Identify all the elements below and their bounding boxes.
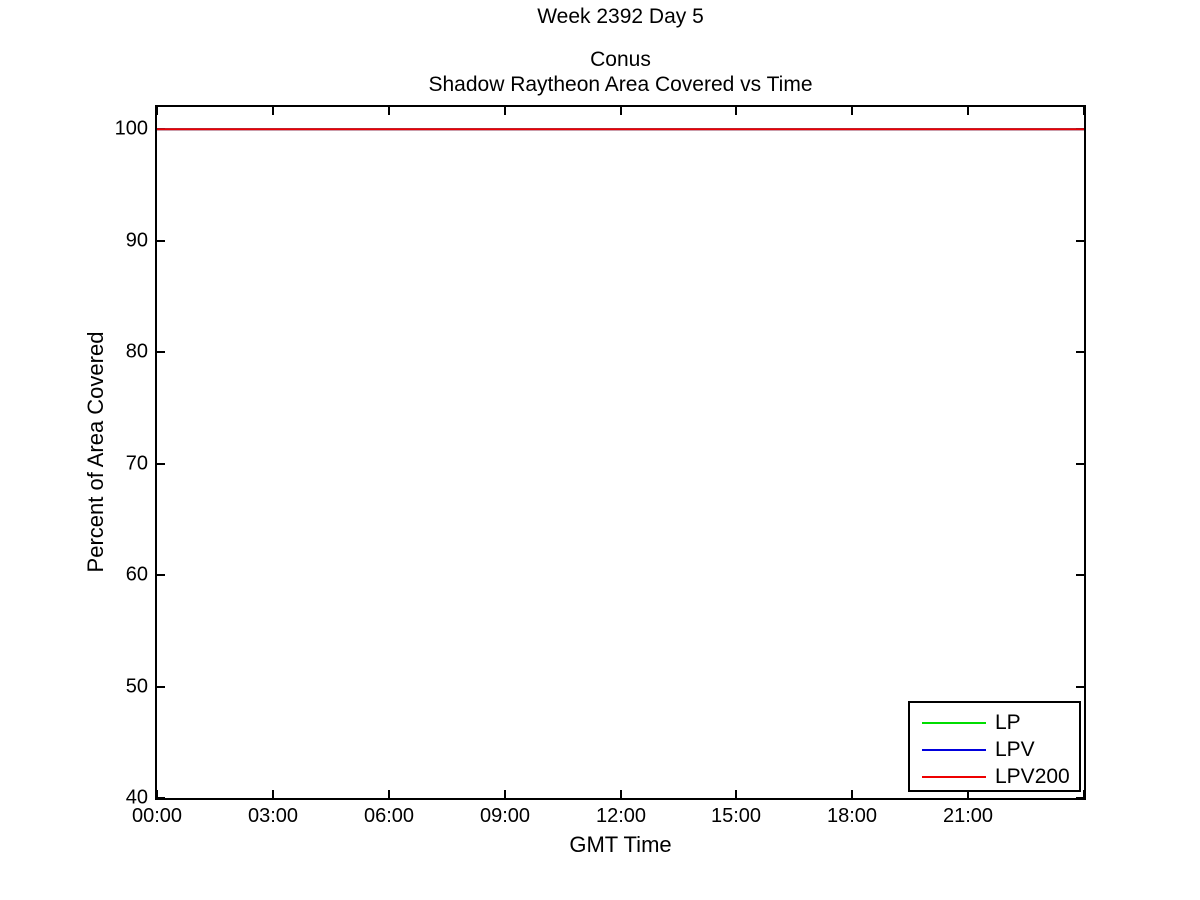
x-tick-mark-top <box>272 107 274 115</box>
y-tick-mark <box>157 351 165 353</box>
x-tick-mark-top <box>504 107 506 115</box>
x-tick-mark <box>388 790 390 798</box>
y-tick-mark <box>157 686 165 688</box>
x-tick-mark-top <box>851 107 853 115</box>
x-tick-mark <box>735 790 737 798</box>
legend-line-sample <box>922 748 986 751</box>
x-tick-label: 03:00 <box>247 805 299 827</box>
chart-title-line-1: Conus <box>590 48 651 71</box>
y-tick-mark-right <box>1076 463 1084 465</box>
y-tick-mark <box>157 574 165 576</box>
x-tick-label: 12:00 <box>595 805 647 827</box>
figure-suptitle: Week 2392 Day 5 <box>537 5 704 28</box>
x-tick-label: 09:00 <box>479 805 531 827</box>
legend-line-sample <box>922 721 986 724</box>
y-tick-label: 40 <box>125 786 148 809</box>
y-tick-label: 90 <box>125 229 148 252</box>
chart-title-line-2: Shadow Raytheon Area Covered vs Time <box>428 73 813 96</box>
x-tick-mark-top <box>735 107 737 115</box>
legend-label: LPV <box>995 738 1035 761</box>
legend-line-sample <box>922 775 986 778</box>
x-tick-mark <box>156 790 158 798</box>
x-tick-mark-top <box>156 107 158 115</box>
x-tick-mark-top <box>620 107 622 115</box>
x-tick-mark <box>967 790 969 798</box>
legend-item: LPV200 <box>910 763 1079 790</box>
legend-item: LPV <box>910 736 1079 763</box>
y-tick-mark-right <box>1076 240 1084 242</box>
y-tick-label: 80 <box>125 340 148 363</box>
y-tick-label: 60 <box>125 563 148 586</box>
x-tick-label: 15:00 <box>710 805 762 827</box>
x-tick-mark <box>851 790 853 798</box>
y-axis-label: Percent of Area Covered <box>83 331 108 573</box>
y-tick-mark-right <box>1076 574 1084 576</box>
plot-area <box>155 105 1086 800</box>
x-tick-label: 00:00 <box>131 805 183 827</box>
y-tick-mark-right <box>1076 351 1084 353</box>
legend-label: LPV200 <box>995 765 1070 788</box>
y-tick-mark <box>157 240 165 242</box>
x-tick-label: 21:00 <box>942 805 994 827</box>
y-tick-mark-right <box>1076 797 1084 799</box>
x-tick-mark <box>620 790 622 798</box>
x-tick-label: 06:00 <box>363 805 415 827</box>
x-tick-label: 18:00 <box>826 805 878 827</box>
chart-title: Conus Shadow Raytheon Area Covered vs Ti… <box>155 47 1086 97</box>
y-tick-label: 70 <box>125 452 148 475</box>
y-tick-label: 50 <box>125 675 148 698</box>
y-tick-mark <box>157 797 165 799</box>
x-tick-mark-top <box>967 107 969 115</box>
series-canvas <box>157 128 1084 131</box>
x-tick-mark <box>1083 790 1085 798</box>
x-axis-label: GMT Time <box>569 832 672 857</box>
legend-item: LP <box>910 709 1079 736</box>
x-tick-mark-top <box>388 107 390 115</box>
legend: LP LPV LPV200 <box>908 701 1081 792</box>
legend-label: LP <box>995 711 1021 734</box>
y-tick-label: 100 <box>114 117 148 140</box>
x-tick-mark <box>504 790 506 798</box>
y-tick-mark-right <box>1076 686 1084 688</box>
x-tick-mark <box>272 790 274 798</box>
x-tick-mark-top <box>1083 107 1085 115</box>
y-tick-mark <box>157 463 165 465</box>
